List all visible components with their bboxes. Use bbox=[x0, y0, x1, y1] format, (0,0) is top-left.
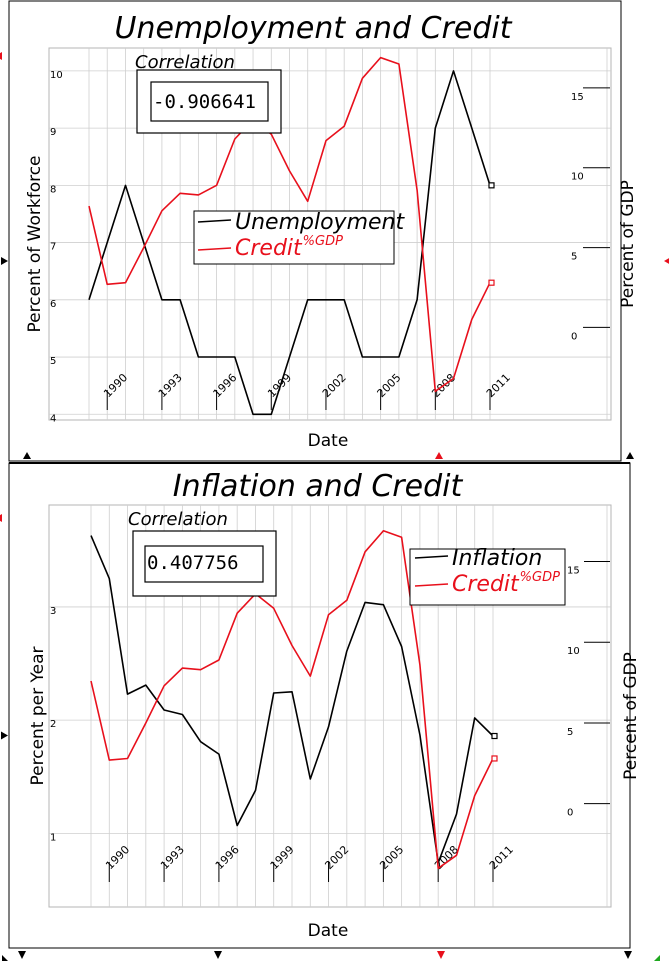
legend-label-unemployment: Unemployment bbox=[235, 210, 405, 235]
x-axis-label: Date bbox=[308, 431, 349, 451]
correlation-label: Correlation bbox=[128, 509, 228, 530]
series-line-credit bbox=[88, 56, 491, 393]
y2-tick-label: 10 bbox=[571, 172, 584, 183]
legend-swatch-unemployment bbox=[197, 219, 232, 223]
legend-swatch-credit bbox=[414, 583, 449, 587]
y-tick-label: 6 bbox=[50, 299, 56, 310]
y-tick-label: 8 bbox=[50, 184, 56, 195]
legend-label-inflation: Inflation bbox=[452, 546, 542, 571]
y-tick-label: 9 bbox=[50, 127, 56, 138]
chart-title: Inflation and Credit bbox=[173, 469, 464, 504]
unemployment-credit-panel: 4 5 6 7 8 9 10 0 5 10 15 1990 1993 1996 1999 2002 2005 20… bbox=[0, 0, 669, 462]
series-line-credit bbox=[90, 530, 494, 870]
resize-handle-arrow-icon bbox=[0, 514, 2, 522]
panel-frame bbox=[8, 0, 622, 462]
y2-axis-label: Percent of GDP bbox=[621, 652, 641, 780]
correlation-value: -0.906641 bbox=[153, 91, 256, 113]
series-line-unemployment bbox=[88, 70, 491, 416]
x-axis-label: Date bbox=[308, 921, 349, 941]
resize-handle-arrow-icon bbox=[437, 951, 445, 959]
series-end-marker-credit bbox=[488, 279, 495, 286]
y2-tick-label: 5 bbox=[571, 252, 577, 263]
y-tick-label: 5 bbox=[50, 356, 56, 367]
y2-tick-label: 15 bbox=[571, 92, 584, 103]
resize-handle-arrow-icon bbox=[1, 731, 8, 740]
y-tick-label: 7 bbox=[50, 242, 56, 253]
resize-handle-arrow-icon bbox=[0, 52, 2, 60]
y2-tick-label: 5 bbox=[567, 727, 573, 738]
y2-tick-label: 0 bbox=[567, 808, 573, 819]
y-tick-label: 2 bbox=[50, 719, 56, 730]
resize-handle-arrow-icon bbox=[624, 951, 632, 959]
resize-handle-arrow-icon bbox=[654, 955, 660, 961]
y2-tick-label: 10 bbox=[567, 646, 580, 657]
y-tick-label: 4 bbox=[50, 413, 56, 424]
y-axis-label: Percent per Year bbox=[28, 646, 48, 785]
y-axis-label: Percent of Workforce bbox=[25, 155, 45, 332]
legend-label-superscript: %GDP bbox=[303, 234, 343, 249]
resize-handle-arrow-icon bbox=[214, 951, 222, 959]
resize-handle-arrow-icon bbox=[23, 452, 31, 459]
y2-tick-label: 15 bbox=[567, 566, 580, 577]
resize-handle-arrow-icon bbox=[435, 452, 443, 459]
inflation-credit-panel: 1 2 3 0 5 10 15 1990 1993 1996 1999 2002 2005 2008 201… bbox=[0, 462, 669, 966]
y-tick-label: 10 bbox=[50, 70, 63, 81]
legend-label-superscript: %GDP bbox=[520, 570, 560, 585]
resize-handle-arrow-icon bbox=[2, 955, 8, 961]
resize-handle-arrow-icon bbox=[626, 452, 634, 459]
legend-swatch-credit bbox=[197, 247, 232, 251]
resize-handle-arrow-icon bbox=[664, 258, 669, 264]
y-tick-label: 3 bbox=[50, 606, 56, 617]
legend-label-credit: Credit bbox=[452, 572, 520, 597]
series-line-inflation bbox=[90, 535, 494, 864]
chart-title: Unemployment and Credit bbox=[115, 11, 513, 46]
resize-handle-arrow-icon bbox=[1, 257, 8, 265]
series-end-marker-unemployment bbox=[488, 182, 495, 189]
series-end-marker-inflation bbox=[491, 732, 498, 740]
correlation-inner-box bbox=[150, 81, 269, 122]
y-tick-label: 1 bbox=[50, 832, 56, 843]
legend-label-credit: Credit bbox=[235, 236, 303, 261]
correlation-label: Correlation bbox=[135, 52, 235, 73]
resize-handle-arrow-icon bbox=[18, 951, 26, 959]
series-end-marker-credit bbox=[491, 755, 498, 762]
correlation-value: 0.407756 bbox=[147, 552, 239, 574]
correlation-inner-box bbox=[144, 545, 264, 583]
y2-tick-label: 0 bbox=[571, 331, 577, 342]
legend-swatch-inflation bbox=[414, 555, 449, 559]
y2-axis-label: Percent of GDP bbox=[618, 180, 638, 308]
legend-box bbox=[409, 548, 566, 606]
